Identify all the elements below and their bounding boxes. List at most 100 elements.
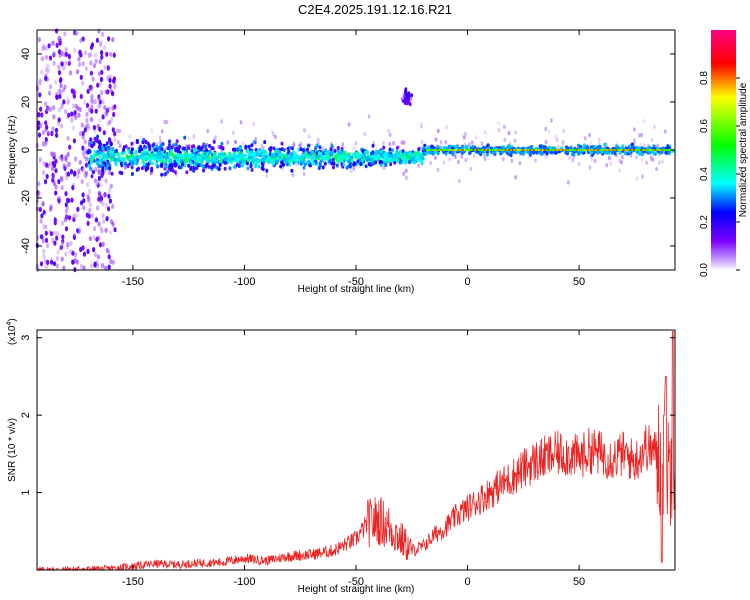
spectrogram-cell (568, 149, 571, 151)
spectrogram-cell (38, 206, 42, 213)
spectrogram-cell (593, 145, 597, 149)
spectrogram-cell (105, 141, 109, 146)
spectrogram-cell (184, 150, 188, 155)
spectrogram-cell (316, 137, 320, 143)
spectrogram-cell (160, 147, 164, 152)
spectrogram-cell (575, 149, 578, 151)
spectrogram-cell (97, 175, 101, 181)
spectrogram-cell (271, 162, 275, 167)
spectrogram-cell (78, 106, 82, 113)
spectrogram-cell (377, 155, 381, 160)
spectrogram-cell (54, 168, 58, 174)
spectrogram-cell (41, 201, 45, 207)
spectrogram-cell (46, 242, 50, 248)
spectrogram-cell (423, 148, 427, 152)
spectrogram-cell (582, 143, 587, 147)
spectrogram-cell (497, 127, 501, 133)
spectrogram-cell (129, 159, 132, 164)
spectrogram-cell (144, 139, 148, 144)
spectrogram-cell (110, 171, 114, 176)
spectrogram-cell (94, 166, 98, 172)
spectrogram-cell (183, 163, 187, 168)
spectrogram-cell (61, 234, 65, 240)
spectrogram-cell (457, 179, 461, 184)
spectrogram-cell (465, 144, 469, 149)
spectrogram-cell (615, 144, 619, 148)
spectrogram-cell (111, 105, 115, 111)
spectrogram-cell (588, 165, 592, 170)
spectrogram-cell (88, 107, 92, 113)
spectrogram-cell (55, 235, 59, 241)
spectrogram-cell (213, 160, 218, 164)
spectrogram-cell (112, 78, 116, 84)
spectrogram-cell (634, 155, 638, 160)
colorbar-ticks: 0.0 0.2 0.4 0.6 0.8 (699, 71, 740, 277)
spectrogram-cell (141, 159, 145, 164)
spectrogram-cell (287, 155, 292, 159)
spectrogram-cell (111, 221, 115, 227)
spectrogram-cell (59, 83, 63, 89)
spectrogram-cell (89, 166, 93, 171)
spectrogram-cell (101, 31, 105, 37)
spectrogram-cell (118, 128, 122, 134)
spectrogram-cell (109, 51, 113, 58)
spectrogram-cell (51, 160, 55, 166)
spectrogram-cell (49, 204, 53, 210)
spectrogram-cell (315, 143, 319, 148)
spectrogram-cell (436, 145, 440, 149)
snr-x-ticks: -150 -100 -50 0 50 (122, 330, 585, 588)
spectrogram-cell (95, 236, 99, 242)
spectrogram-cell (55, 231, 60, 237)
spectrogram-cell (101, 99, 105, 105)
spectrogram-cell (63, 31, 67, 37)
spectrogram-cell (211, 165, 215, 169)
spectrogram-cell (471, 144, 475, 149)
spectrogram-cell (649, 155, 653, 160)
spectrogram-cell (311, 162, 316, 166)
spectrogram-cell (285, 158, 290, 162)
spectrogram-cell (106, 249, 111, 255)
spectrogram-cell (51, 126, 55, 132)
spectrogram-cell (64, 51, 68, 57)
spectrogram-cell (391, 148, 394, 153)
spectrogram-cell (58, 155, 62, 161)
spectrogram-cell (396, 154, 401, 158)
spectrogram-cell (274, 159, 279, 163)
spectrogram-cell (93, 262, 97, 268)
spectrogram-cell (64, 226, 69, 232)
spectrogram-cell (175, 153, 180, 157)
spectrogram-cell (193, 148, 197, 153)
spectrogram-cell (101, 201, 105, 207)
spectrogram-cell (45, 162, 49, 168)
spectrogram-cell (607, 149, 611, 151)
spectrogram-cell (49, 231, 54, 237)
spectrogram-cell (37, 37, 42, 43)
spectrogram-cell (321, 165, 325, 170)
spectrogram-cell (79, 93, 83, 100)
spectrogram-cell (73, 156, 78, 162)
spectrogram-cell (106, 64, 110, 70)
spectrogram-cell (155, 144, 159, 149)
spectrogram-cell (140, 166, 144, 171)
spectrogram-cell (344, 157, 348, 162)
spectrogram-cell (100, 162, 104, 167)
spectrogram-cell (94, 138, 98, 143)
spectrogram-cell (318, 154, 323, 158)
colorbar-tick-label: 0.8 (699, 71, 710, 85)
spectrogram-cell (84, 66, 88, 72)
spectrogram-cell (109, 258, 113, 265)
spectrogram-cell (87, 197, 91, 203)
spectrogram-cell (55, 94, 59, 100)
spectrogram-cell (130, 141, 134, 146)
spectrogram-cell (436, 149, 439, 151)
spectrogram-cell (109, 142, 113, 147)
spectrogram-cell (105, 51, 109, 57)
spectrogram-cell (354, 141, 358, 146)
spectrogram-cell (87, 213, 91, 219)
spectrogram-cell (183, 158, 187, 163)
spectrogram-cell (472, 153, 476, 159)
spectrogram-cell (522, 149, 525, 151)
spectrogram-cell (371, 143, 375, 148)
spectrogram-cell (44, 75, 48, 82)
spectrogram-cell (135, 140, 139, 145)
